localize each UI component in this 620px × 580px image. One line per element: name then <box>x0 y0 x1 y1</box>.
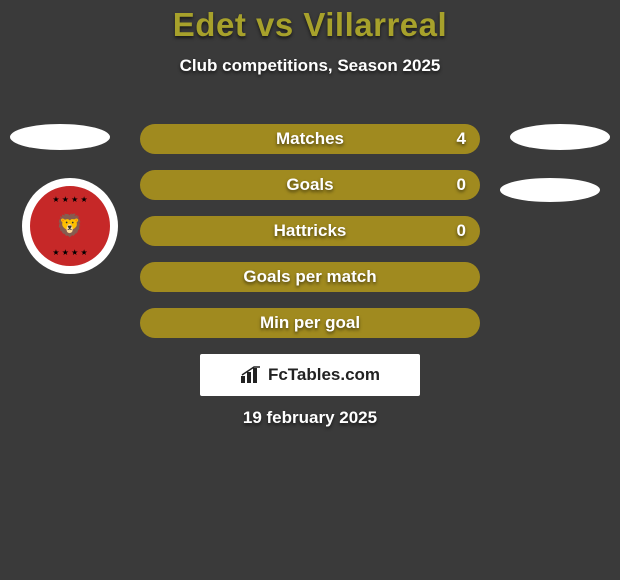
bars-icon <box>240 366 262 384</box>
stat-row-hattricks: Hattricks 0 <box>140 216 480 246</box>
player-right-ellipse-1 <box>510 124 610 150</box>
stat-label: Matches <box>276 129 344 149</box>
stat-value: 4 <box>457 129 466 149</box>
stat-row-matches: Matches 4 <box>140 124 480 154</box>
date-label: 19 february 2025 <box>0 408 620 428</box>
stat-label: Min per goal <box>260 313 360 333</box>
stat-label: Goals <box>286 175 333 195</box>
stat-label: Hattricks <box>274 221 347 241</box>
stats-bars: Matches 4 Goals 0 Hattricks 0 Goals per … <box>140 124 480 354</box>
stat-label: Goals per match <box>243 267 376 287</box>
stat-value: 0 <box>457 175 466 195</box>
stat-row-goals-per-match: Goals per match <box>140 262 480 292</box>
subtitle: Club competitions, Season 2025 <box>0 56 620 76</box>
brand-badge: FcTables.com <box>200 354 420 396</box>
brand-text: FcTables.com <box>268 365 380 385</box>
crest-center-icon: 🦁 <box>56 213 83 239</box>
club-crest: 🦁 <box>22 178 118 274</box>
club-crest-inner: 🦁 <box>30 186 110 266</box>
player-left-ellipse-1 <box>10 124 110 150</box>
page-title: Edet vs Villarreal <box>0 0 620 44</box>
stat-row-min-per-goal: Min per goal <box>140 308 480 338</box>
stat-row-goals: Goals 0 <box>140 170 480 200</box>
player-right-ellipse-2 <box>500 178 600 202</box>
stat-value: 0 <box>457 221 466 241</box>
